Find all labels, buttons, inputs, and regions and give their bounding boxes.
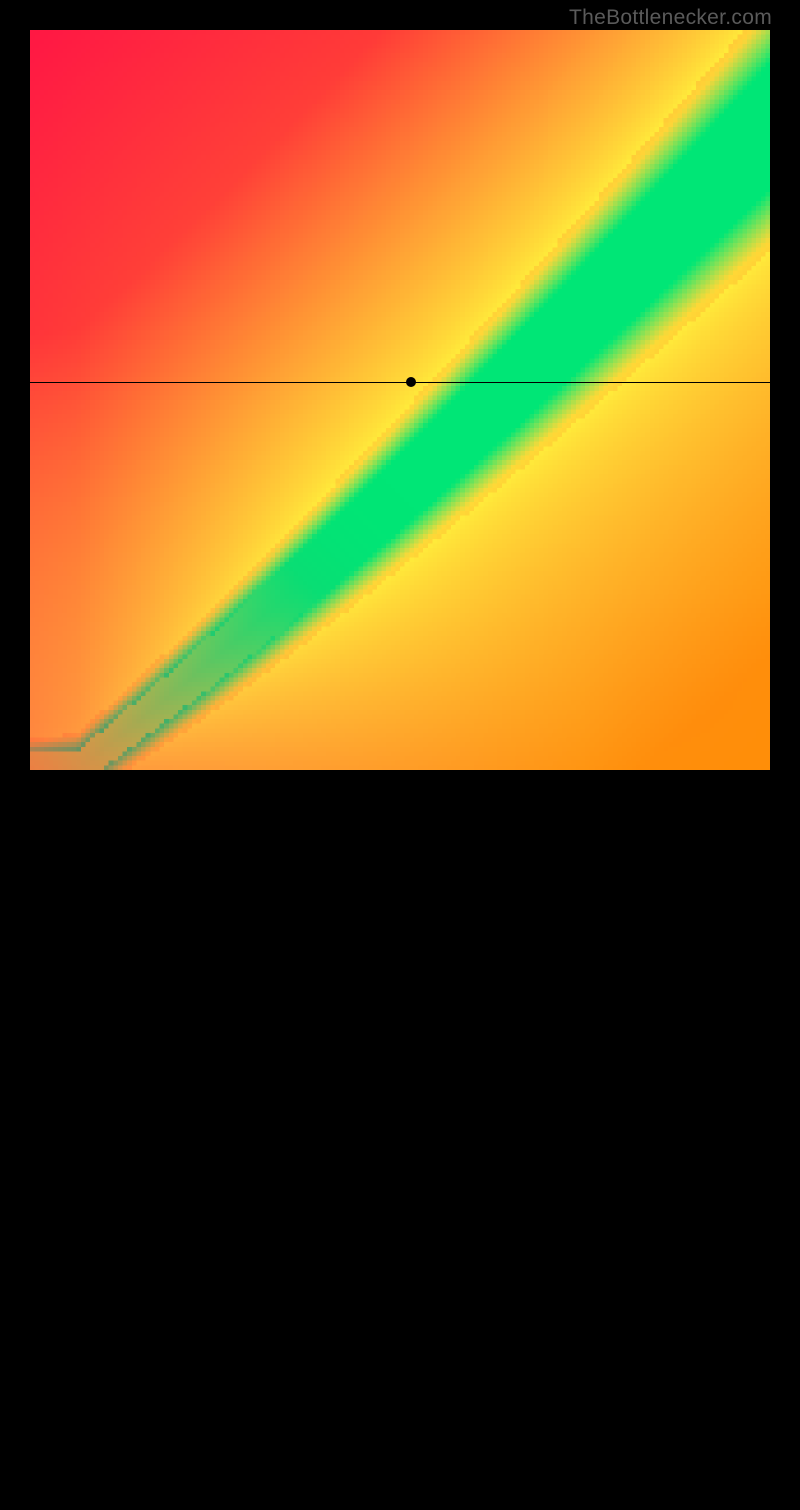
crosshair-horizontal xyxy=(30,382,770,383)
marker-dot xyxy=(406,377,416,387)
crosshair-vertical xyxy=(411,770,412,1510)
bottleneck-heatmap xyxy=(30,30,770,770)
plot-frame xyxy=(30,30,770,770)
watermark-text: TheBottlenecker.com xyxy=(569,6,772,30)
